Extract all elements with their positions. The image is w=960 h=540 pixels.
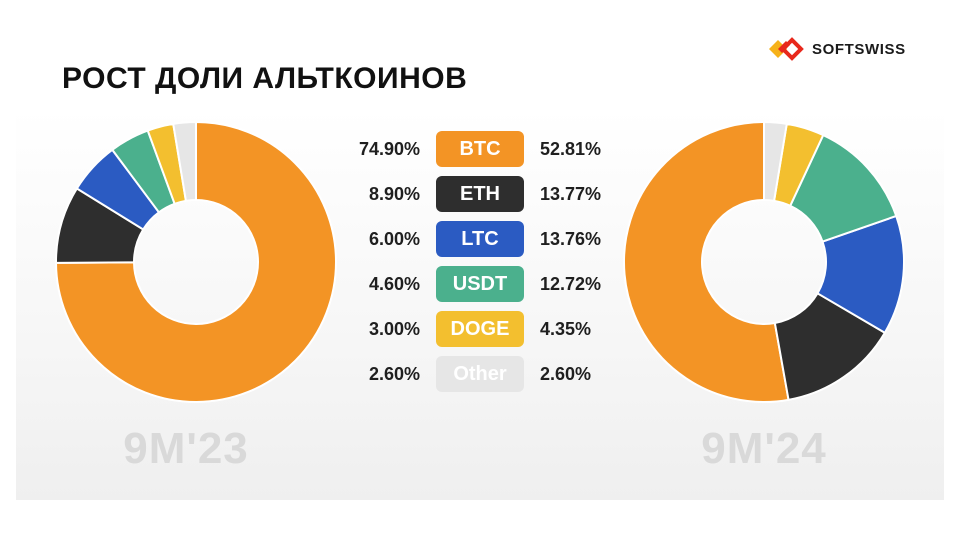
donut-chart-9m24 (623, 120, 905, 403)
slice-btc-0 (54, 120, 337, 403)
slice-other-0 (172, 120, 197, 202)
pct-9m24-btc: 52.81% (540, 139, 602, 159)
pct-9m24-ltc: 13.76% (540, 229, 602, 249)
period-label-9m24: 9M'24 (701, 424, 827, 473)
pct-9m24-eth: 13.77% (540, 184, 602, 204)
pct-9m23-ltc: 6.00% (368, 229, 420, 249)
pct-9m24-usdt: 12.72% (540, 274, 602, 294)
logo-text: SOFTSWISS (812, 40, 906, 58)
slice-other-1 (763, 120, 788, 202)
softswiss-logo-icon (769, 37, 804, 61)
donut-chart-9m23 (54, 120, 337, 403)
pct-9m23-doge: 3.00% (368, 319, 420, 339)
pct-9m24-other: 2.60% (540, 364, 592, 384)
legend-badge-eth: ETH (436, 176, 524, 212)
slice-btc-1 (623, 120, 790, 403)
softswiss-logo: SOFTSWISS (766, 34, 906, 64)
legend-badge-doge: DOGE (436, 311, 524, 347)
pct-9m23-eth: 8.90% (368, 184, 420, 204)
page-title: РОСТ ДОЛИ АЛЬТКОИНОВ (62, 62, 468, 95)
legend-badge-btc: BTC (436, 131, 524, 167)
pct-9m23-usdt: 4.60% (368, 274, 420, 294)
legend-badge-ltc: LTC (436, 221, 524, 257)
legend-badge-usdt: USDT (436, 266, 524, 302)
legend-badge-other: Other (436, 356, 524, 392)
pct-9m23-btc: 74.90% (358, 139, 420, 159)
pct-9m23-other: 2.60% (368, 364, 420, 384)
period-label-9m23: 9M'23 (123, 424, 249, 473)
pct-9m24-doge: 4.35% (540, 319, 592, 339)
